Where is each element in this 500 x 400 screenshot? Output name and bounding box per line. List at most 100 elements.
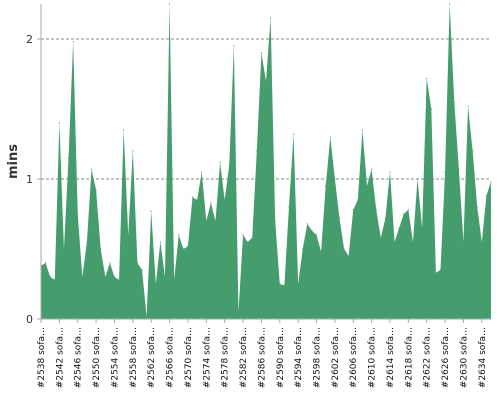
x-tick-label: #2566 sofa… — [166, 327, 176, 388]
data-point — [265, 80, 267, 82]
data-point — [146, 315, 148, 317]
x-tick-label: #2558 sofa… — [129, 327, 139, 388]
data-point — [54, 279, 56, 281]
data-point — [251, 237, 253, 239]
x-tick-label: #2618 sofa… — [404, 327, 414, 388]
data-point — [320, 251, 322, 253]
data-point — [256, 150, 258, 152]
data-point — [228, 164, 230, 166]
x-tick-label: #2590 sofa… — [276, 327, 286, 388]
data-point — [302, 248, 304, 250]
data-point — [269, 17, 272, 19]
x-tick-label: #2634 sofa… — [478, 327, 488, 388]
x-tick-label: #2578 sofa… — [221, 327, 231, 388]
axes — [40, 4, 491, 320]
data-point — [292, 133, 295, 135]
data-point — [123, 129, 125, 131]
data-point — [168, 3, 171, 5]
data-point — [67, 157, 70, 159]
data-point — [219, 161, 221, 163]
x-tick-label: #2574 sofa… — [202, 327, 212, 388]
data-point — [159, 241, 161, 243]
data-point — [306, 223, 308, 225]
data-point — [439, 269, 442, 271]
data-point — [242, 234, 244, 236]
data-point — [109, 262, 111, 264]
data-point — [375, 209, 377, 211]
data-point — [389, 171, 391, 173]
y-tick-label: 2 — [26, 33, 33, 46]
data-point — [384, 217, 386, 219]
x-tick-label: #2562 sofa… — [147, 327, 157, 388]
data-point — [458, 168, 460, 170]
x-tick-label: #2622 sofa… — [423, 327, 433, 388]
data-point — [141, 269, 143, 271]
x-tick-label: #2586 sofa… — [257, 327, 267, 388]
y-tick-labels: 0 1 2 — [26, 33, 41, 326]
data-point — [380, 237, 382, 239]
data-point — [329, 136, 331, 138]
data-point — [421, 227, 423, 229]
data-point — [467, 105, 469, 107]
data-point — [118, 279, 120, 281]
data-point — [90, 168, 93, 170]
data-point — [279, 283, 281, 285]
x-tick-label: #2538 sofa… — [37, 327, 47, 388]
data-point — [449, 3, 451, 5]
data-point — [366, 185, 368, 187]
data-point — [214, 220, 217, 222]
data-point — [127, 234, 129, 236]
data-point — [132, 150, 134, 152]
data-point — [113, 276, 116, 278]
data-point — [426, 77, 428, 79]
data-point — [100, 248, 102, 250]
x-tick-label: #2554 sofa… — [110, 327, 120, 388]
data-point — [205, 220, 207, 222]
data-point — [315, 234, 318, 236]
data-point — [237, 311, 240, 313]
data-point — [196, 199, 198, 201]
data-point — [224, 199, 226, 201]
y-tick-label: 0 — [26, 313, 33, 326]
data-point — [136, 262, 139, 264]
x-tick-label: #2606 sofa… — [349, 327, 359, 388]
data-point — [201, 171, 203, 173]
data-point — [44, 262, 47, 264]
data-point — [403, 213, 405, 215]
x-tick-label: #2614 sofa… — [386, 327, 396, 388]
x-tick-label: #2550 sofa… — [92, 327, 102, 388]
data-point — [407, 209, 409, 211]
data-point — [49, 276, 51, 278]
data-point — [86, 241, 88, 243]
data-point — [72, 41, 74, 43]
x-tick-label: #2594 sofa… — [294, 327, 304, 388]
x-tick-label: #2598 sofa… — [313, 327, 323, 388]
data-point — [81, 276, 83, 278]
x-tick-label: #2630 sofa… — [459, 327, 469, 388]
data-point — [357, 199, 359, 201]
data-point — [430, 108, 432, 110]
area-series — [41, 4, 491, 319]
data-point — [444, 171, 446, 173]
data-point — [371, 168, 373, 170]
data-point — [210, 202, 212, 204]
x-tick-label: #2626 sofa… — [441, 327, 451, 388]
data-point — [63, 248, 65, 250]
x-tick-label: #2542 sofa… — [55, 327, 65, 388]
x-tick-label: #2602 sofa… — [331, 327, 341, 388]
data-point — [155, 283, 157, 285]
data-point — [338, 217, 341, 219]
data-point — [361, 129, 364, 131]
data-point — [297, 283, 299, 285]
data-point — [150, 210, 152, 212]
data-point — [453, 101, 455, 103]
data-point — [311, 230, 313, 232]
x-tick-label: #2570 sofa… — [184, 327, 194, 388]
data-point — [416, 178, 419, 180]
x-tick-label: #2582 sofa… — [239, 327, 249, 388]
data-point — [398, 227, 400, 229]
data-point — [343, 248, 345, 250]
data-point — [476, 206, 478, 208]
data-point — [247, 241, 249, 243]
